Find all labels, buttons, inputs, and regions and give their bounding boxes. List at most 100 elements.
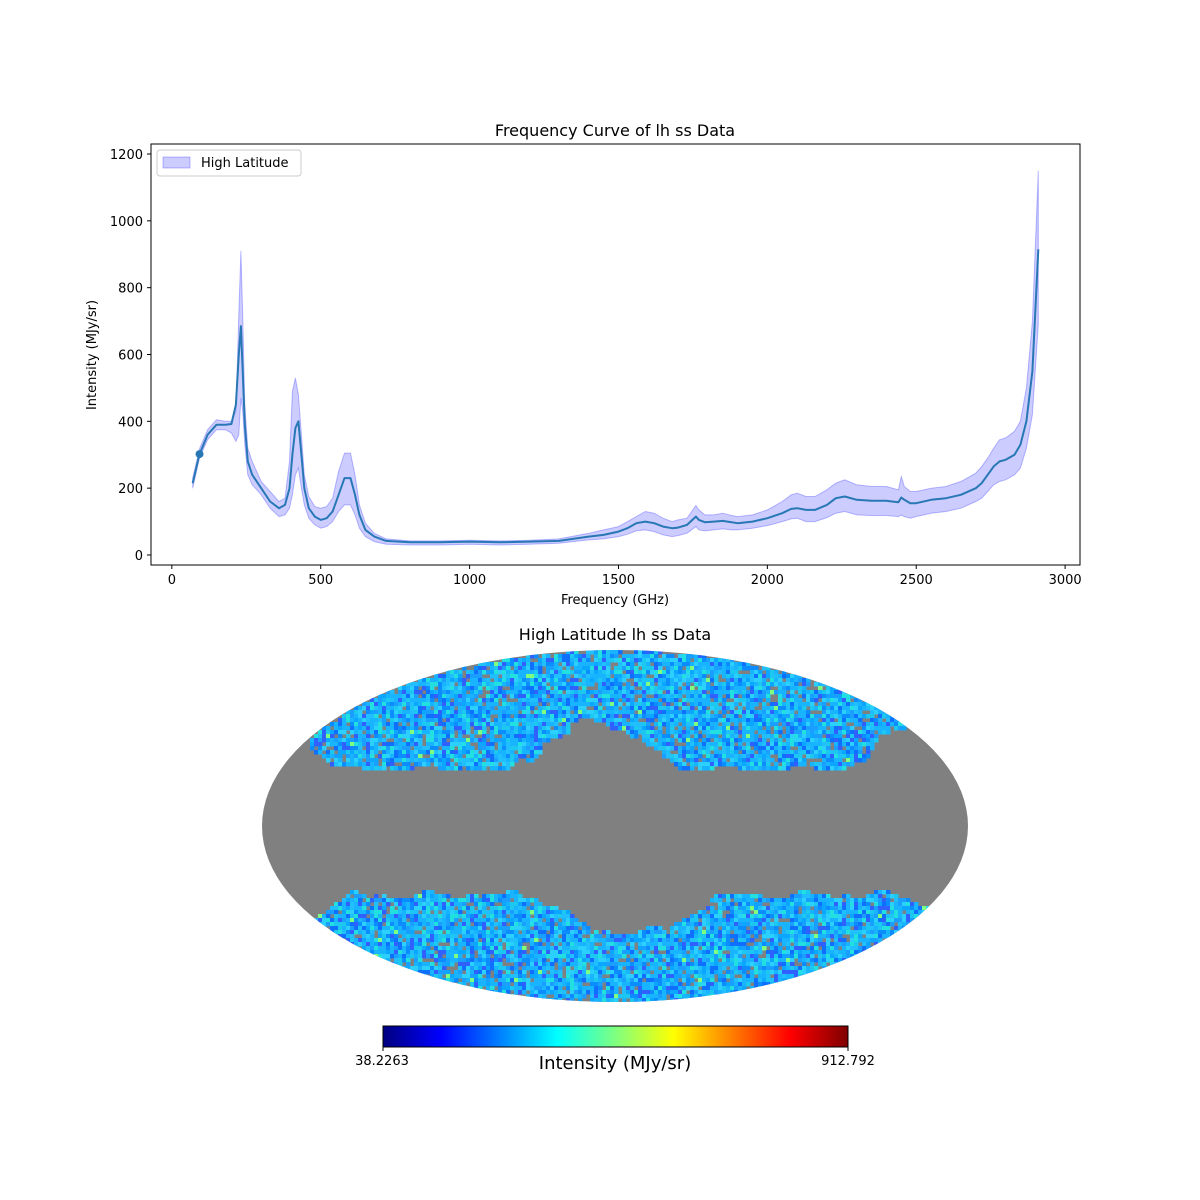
map-pixel [574,674,579,679]
map-pixel [462,730,467,735]
map-pixel [750,726,755,731]
map-pixel [342,918,347,923]
map-pixel [630,694,635,699]
map-pixel [350,902,355,907]
map-pixel [382,910,387,915]
map-pixel [538,714,543,719]
map-pixel [386,898,391,903]
map-pixel [774,682,779,687]
map-pixel [782,734,787,739]
map-pixel [654,714,659,719]
map-pixel [794,942,799,947]
map-pixel [794,906,799,911]
map-pixel [762,922,767,927]
map-pixel [562,694,567,699]
map-pixel [374,734,379,739]
map-pixel [394,942,399,947]
map-pixel [598,666,603,671]
map-pixel [622,718,627,723]
map-pixel [430,738,435,743]
map-pixel [698,914,703,919]
map-pixel [474,766,479,771]
map-pixel [630,942,635,947]
map-pixel [818,954,823,959]
map-pixel [394,918,399,923]
map-pixel [826,910,831,915]
map-pixel [482,762,487,767]
map-pixel [490,902,495,907]
map-pixel [762,734,767,739]
map-pixel [742,966,747,971]
map-pixel [870,742,875,747]
map-pixel [850,754,855,759]
map-pixel [698,958,703,963]
map-pixel [774,734,779,739]
map-pixel [546,918,551,923]
map-pixel [534,958,539,963]
map-pixel [834,694,839,699]
map-pixel [526,926,531,931]
map-pixel [450,938,455,943]
map-pixel [506,970,511,975]
map-pixel [866,906,871,911]
map-pixel [850,734,855,739]
map-pixel [758,714,763,719]
map-pixel [538,694,543,699]
map-pixel [666,750,671,755]
map-pixel [742,958,747,963]
map-pixel [494,946,499,951]
map-pixel [746,958,751,963]
map-pixel [854,914,859,919]
map-pixel [430,722,435,727]
map-pixel [642,966,647,971]
map-pixel [614,650,619,655]
map-pixel [858,902,863,907]
map-pixel [682,654,687,659]
map-pixel [378,722,383,727]
map-pixel [330,926,335,931]
map-pixel [794,686,799,691]
map-pixel [342,898,347,903]
map-pixel [442,934,447,939]
map-pixel [426,694,431,699]
map-pixel [870,718,875,723]
map-pixel [446,758,451,763]
map-pixel [754,690,759,695]
map-pixel [538,906,543,911]
map-pixel [534,730,539,735]
map-pixel [698,954,703,959]
map-pixel [790,938,795,943]
map-pixel [398,746,403,751]
map-pixel [610,942,615,947]
map-pixel [626,958,631,963]
map-pixel [882,722,887,727]
map-pixel [702,722,707,727]
map-pixel [778,946,783,951]
map-pixel [782,950,787,955]
map-pixel [798,710,803,715]
map-pixel [390,914,395,919]
map-pixel [514,686,519,691]
map-pixel [534,666,539,671]
map-pixel [794,734,799,739]
map-pixel [502,738,507,743]
map-pixel [606,674,611,679]
map-pixel [354,730,359,735]
map-pixel [750,690,755,695]
map-pixel [594,654,599,659]
map-pixel [442,678,447,683]
map-pixel [874,710,879,715]
map-pixel [434,942,439,947]
map-pixel [578,942,583,947]
map-pixel [430,918,435,923]
map-pixel [770,714,775,719]
map-pixel [766,910,771,915]
map-pixel [398,718,403,723]
map-pixel [790,934,795,939]
map-pixel [494,702,499,707]
map-pixel [578,714,583,719]
map-pixel [466,714,471,719]
map-pixel [782,758,787,763]
map-pixel [454,758,459,763]
map-pixel [402,766,407,771]
